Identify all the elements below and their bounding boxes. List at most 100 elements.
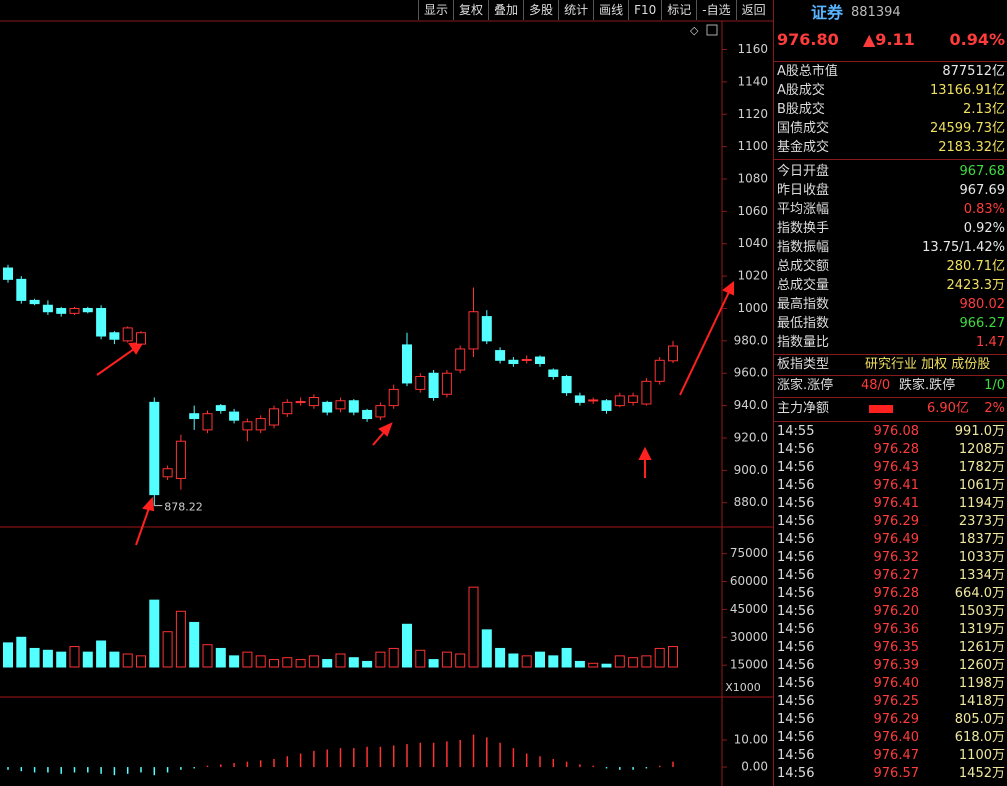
y-tick-label: 900.0	[734, 463, 768, 477]
trade-time: 14:56	[777, 694, 815, 709]
candle-body	[468, 311, 479, 350]
volume-bar	[269, 659, 279, 668]
trade-price: 976.28	[873, 586, 920, 601]
volume-bar	[521, 655, 532, 668]
trade-time: 14:56	[777, 730, 815, 745]
trade-row: 14:56 976.36 1319万	[777, 621, 1005, 639]
stat-value: 2.13亿	[963, 102, 1005, 117]
trade-time: 14:56	[777, 568, 815, 583]
toolbar-button[interactable]: 叠加	[488, 0, 523, 20]
candle-body	[402, 344, 412, 384]
trade-volume: 1260万	[958, 658, 1005, 673]
stat-row: 国债成交 24599.73亿	[777, 120, 1005, 138]
stat-row: A股成交 13166.91亿	[777, 82, 1005, 100]
trade-row: 14:56 976.29 2373万	[777, 513, 1005, 531]
toolbar-button[interactable]: 显示	[418, 0, 453, 20]
price: 976.80	[777, 30, 839, 49]
candle-body	[96, 307, 107, 337]
y-tick-label: 30000	[730, 630, 768, 644]
chart: ◇ 880.0 900.0 920.0 940.0 960.0 980.0 1000 1020…	[0, 20, 773, 786]
y-tick-label: 1080	[737, 172, 768, 186]
volume-bar	[415, 649, 426, 668]
y-tick-label: 1160	[737, 42, 768, 56]
volume-bar	[215, 647, 226, 668]
y-tick-label: 960.0	[734, 366, 768, 380]
y-tick-label: 15000	[730, 658, 768, 672]
trade-row: 14:55 976.08 991.0万	[777, 423, 1005, 441]
trade-price: 976.40	[873, 730, 920, 745]
board-value[interactable]: 研究行业 加权 成份股	[865, 357, 991, 372]
volume-bar	[29, 647, 40, 668]
stat-row: 指数量比 1.47	[777, 334, 1005, 352]
volume-bar	[242, 651, 253, 668]
volume-bar	[561, 647, 572, 668]
toolbar-button[interactable]: -自选	[696, 0, 735, 20]
stat-label: 最高指数	[777, 297, 830, 312]
trade-price: 976.35	[873, 640, 920, 655]
volume-bar	[175, 610, 186, 668]
separator	[774, 61, 1007, 62]
main-force-bar	[869, 405, 893, 413]
y-tick-label: 980.0	[734, 333, 768, 347]
volume-bar	[548, 655, 559, 668]
main-force-row: 主力净额 6.90亿 2%	[777, 400, 1005, 418]
trade-row: 14:56 976.25 1418万	[777, 693, 1005, 711]
y-tick-label: 1120	[737, 107, 768, 121]
trade-volume: 991.0万	[954, 424, 1005, 439]
candle-body	[481, 316, 492, 342]
trade-price: 976.20	[873, 604, 920, 619]
trade-time: 14:56	[777, 748, 815, 763]
candle-body	[654, 359, 665, 382]
toolbar-button[interactable]: 返回	[735, 0, 771, 20]
trade-time: 14:56	[777, 586, 815, 601]
volume-bar	[16, 636, 27, 668]
trade-time: 14:56	[777, 766, 815, 781]
volume-bar	[375, 651, 386, 668]
candle-body	[242, 421, 253, 431]
stat-label: B股成交	[777, 102, 825, 117]
main-force-label: 主力净额	[777, 401, 830, 416]
board-label: 板指类型	[777, 357, 830, 372]
stat-label: A股成交	[777, 83, 825, 98]
candle-body	[42, 304, 53, 313]
candle-body	[229, 411, 240, 421]
toolbar-button[interactable]: 多股	[523, 0, 558, 20]
candle-body	[308, 397, 319, 407]
volume-bar	[668, 646, 678, 668]
volume-bar	[601, 663, 612, 668]
candle-body	[588, 399, 599, 402]
toolbar-button[interactable]: 统计	[558, 0, 593, 20]
separator	[774, 397, 1007, 398]
y-tick-label: 940.0	[734, 398, 768, 412]
stat-value: 966.27	[959, 316, 1006, 331]
stat-value: 13.75/1.42%	[922, 240, 1005, 255]
volume-bar	[82, 651, 93, 668]
volume-bar	[588, 662, 599, 668]
toolbar-button[interactable]: 画线	[593, 0, 628, 20]
candle-body	[521, 358, 532, 361]
candle-body	[548, 369, 559, 377]
candle-body	[149, 401, 160, 496]
trade-volume: 1033万	[958, 550, 1005, 565]
trade-volume: 1503万	[958, 604, 1005, 619]
breadth-row: 涨家.涨停 48/0 跌家.跌停 1/0	[777, 377, 1005, 395]
candle-body	[175, 440, 186, 479]
y-tick-label: 920.0	[734, 430, 768, 444]
volume-bar	[614, 655, 625, 668]
stat-label: 指数振幅	[777, 240, 830, 255]
candle-body	[29, 299, 40, 305]
candle-body	[601, 400, 612, 411]
icon[interactable]	[706, 24, 718, 36]
trade-volume: 1100万	[958, 748, 1005, 763]
volume-bar	[495, 647, 506, 668]
icon[interactable]: ◇	[690, 24, 699, 37]
volume-bar	[508, 653, 519, 668]
volume-bar	[202, 644, 213, 668]
toolbar-button[interactable]: 标记	[661, 0, 696, 20]
up-value: 48/0	[861, 378, 891, 393]
y-tick-label: 45000	[730, 602, 768, 616]
toolbar-button[interactable]: F10	[628, 0, 661, 20]
trade-price: 976.40	[873, 676, 920, 691]
toolbar-button[interactable]: 复权	[453, 0, 488, 20]
